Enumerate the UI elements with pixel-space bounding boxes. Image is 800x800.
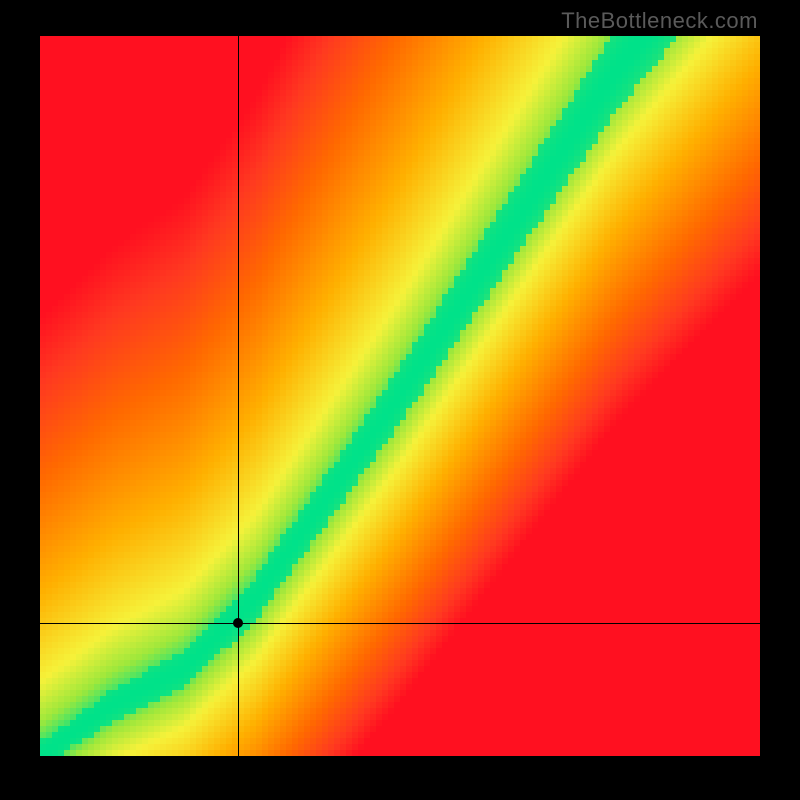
data-point-marker — [233, 618, 243, 628]
crosshair-vertical — [238, 36, 239, 756]
watermark-text: TheBottleneck.com — [561, 8, 758, 34]
crosshair-horizontal — [40, 623, 760, 624]
plot-area — [40, 36, 760, 756]
heatmap-canvas — [40, 36, 760, 756]
chart-container: TheBottleneck.com — [0, 0, 800, 800]
